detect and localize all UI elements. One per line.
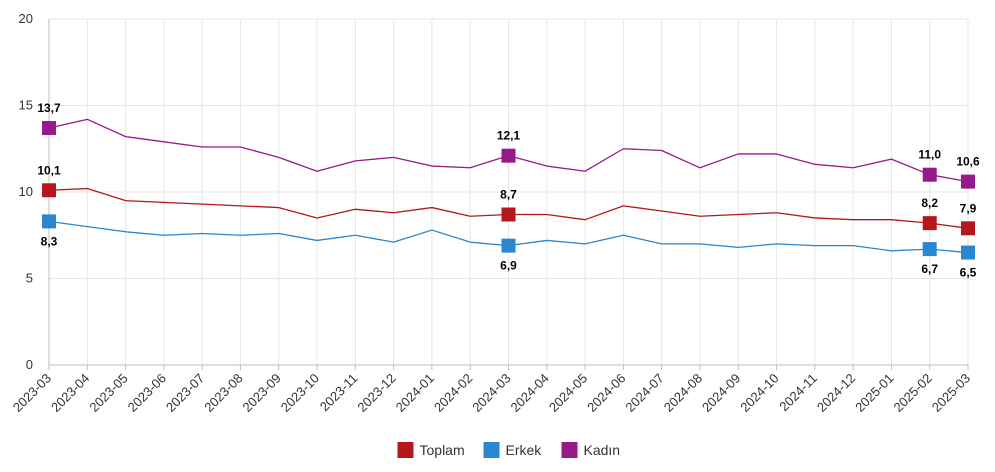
data-point-marker[interactable] xyxy=(42,183,56,198)
x-tick-label: 2024-08 xyxy=(661,371,705,415)
x-tick-label: 2024-03 xyxy=(469,371,513,415)
x-tick-label: 2024-02 xyxy=(431,371,475,415)
legend-item-kadin[interactable]: Kadın xyxy=(561,442,621,458)
x-tick-label: 2024-01 xyxy=(393,371,437,415)
x-tick-label: 2023-05 xyxy=(86,371,130,415)
data-point-marker[interactable] xyxy=(501,148,516,163)
data-point-marker[interactable] xyxy=(922,242,937,257)
data-label: 10,1 xyxy=(37,163,61,177)
data-point-marker[interactable] xyxy=(501,207,516,222)
data-label: 8,2 xyxy=(921,196,938,210)
data-label: 8,7 xyxy=(500,187,517,201)
x-tick-label: 2023-11 xyxy=(317,371,361,415)
data-label: 10,6 xyxy=(956,155,980,169)
data-point-marker[interactable] xyxy=(961,245,975,260)
data-label: 8,3 xyxy=(41,234,58,248)
legend-swatch xyxy=(397,442,414,458)
data-label: 7,9 xyxy=(960,201,977,215)
x-tick-label: 2024-10 xyxy=(737,371,781,415)
x-tick-label: 2023-04 xyxy=(48,371,92,415)
legend-label: Erkek xyxy=(506,442,543,458)
x-tick-label: 2023-03 xyxy=(10,371,54,415)
data-point-marker[interactable] xyxy=(922,167,937,182)
x-tick-label: 2023-10 xyxy=(278,371,322,415)
x-tick-label: 2023-06 xyxy=(125,371,169,415)
legend-item-toplam[interactable]: Toplam xyxy=(397,442,465,458)
grid xyxy=(48,18,969,366)
x-axis: 2023-032023-042023-052023-062023-072023-… xyxy=(10,365,973,415)
data-point-marker[interactable] xyxy=(42,120,56,135)
legend[interactable]: Toplam Erkek Kadın xyxy=(397,442,621,458)
data-point-marker[interactable] xyxy=(922,216,937,231)
x-tick-label: 2025-01 xyxy=(852,371,896,415)
x-tick-label: 2024-07 xyxy=(622,371,666,415)
x-tick-label: 2024-12 xyxy=(814,371,858,415)
data-point-marker[interactable] xyxy=(501,238,516,253)
data-point-marker[interactable] xyxy=(42,214,56,229)
legend-item-erkek[interactable]: Erkek xyxy=(483,442,543,458)
x-tick-label: 2025-02 xyxy=(890,371,934,415)
y-tick-label: 15 xyxy=(19,98,33,113)
y-tick-label: 5 xyxy=(26,271,33,286)
data-label: 11,0 xyxy=(918,148,941,162)
series-lines xyxy=(42,118,975,260)
legend-label: Toplam xyxy=(420,442,465,458)
legend-label: Kadın xyxy=(584,442,621,458)
x-tick-label: 2023-12 xyxy=(354,371,398,415)
x-tick-label: 2023-07 xyxy=(163,371,207,415)
y-tick-label: 10 xyxy=(19,184,33,199)
data-label: 6,9 xyxy=(500,259,517,273)
data-point-marker[interactable] xyxy=(961,174,975,189)
x-tick-label: 2024-11 xyxy=(776,371,820,415)
x-tick-label: 2024-09 xyxy=(699,371,743,415)
legend-swatch xyxy=(561,442,578,458)
data-label: 12,1 xyxy=(497,129,521,143)
data-point-marker[interactable] xyxy=(961,221,975,236)
x-tick-label: 2025-03 xyxy=(929,371,973,415)
y-tick-label: 20 xyxy=(19,11,33,26)
x-tick-label: 2023-09 xyxy=(240,371,284,415)
data-labels: 10,1 8,7 8,2 7,9 8,3 6,9 6,7 6,5 13,7 12,1 11,0 10,… xyxy=(37,101,980,280)
data-label: 13,7 xyxy=(37,101,61,115)
data-label: 6,5 xyxy=(960,266,977,280)
x-tick-label: 2024-05 xyxy=(546,371,590,415)
x-tick-label: 2023-08 xyxy=(201,371,245,415)
x-tick-label: 2024-04 xyxy=(508,371,552,415)
x-tick-label: 2024-06 xyxy=(584,371,628,415)
y-tick-label: 0 xyxy=(26,357,33,372)
data-label: 6,7 xyxy=(921,262,938,276)
legend-swatch xyxy=(483,442,500,458)
